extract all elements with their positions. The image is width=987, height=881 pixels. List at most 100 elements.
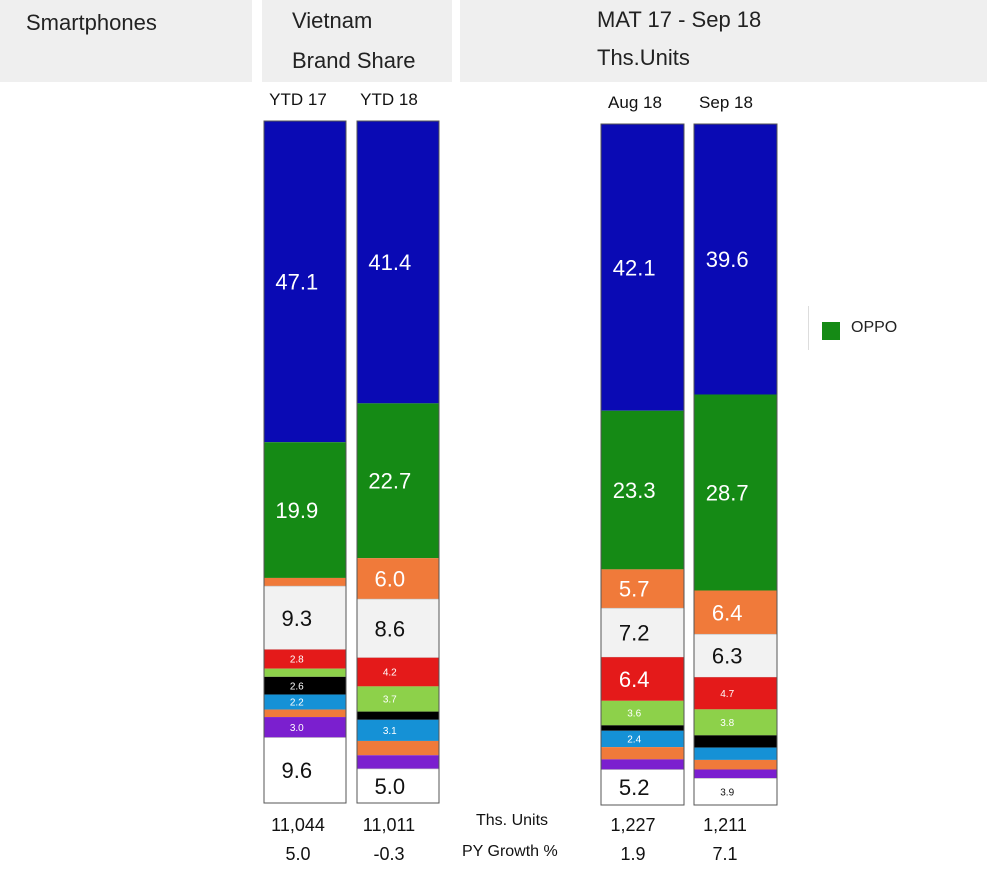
country-title: Vietnam xyxy=(292,8,373,33)
bar-segment-label: 6.0 xyxy=(375,567,406,592)
bar-segment xyxy=(264,442,346,578)
bar-segment xyxy=(264,709,346,718)
bar-segment xyxy=(357,558,439,600)
bar-segment xyxy=(694,677,777,710)
column-label: Aug 18 xyxy=(608,93,662,112)
bar-segment-label: 8.6 xyxy=(375,616,406,641)
bar-segment-label: 6.3 xyxy=(712,644,743,669)
bar-segment-label: 7.2 xyxy=(619,621,650,646)
bar-segment xyxy=(694,709,777,736)
bar-segment xyxy=(357,403,439,559)
bar-segment xyxy=(356,598,440,659)
bar-segment xyxy=(694,769,777,779)
units-value: 1,227 xyxy=(610,815,656,835)
bar-segment-label: 9.3 xyxy=(282,606,313,631)
bar-segment-label: 5.7 xyxy=(619,577,650,602)
column-label: Sep 18 xyxy=(699,93,753,112)
bar-segment-label: 28.7 xyxy=(706,480,749,505)
units-value: 1,211 xyxy=(703,815,747,835)
bar-segment-label: 2.4 xyxy=(627,735,641,746)
bar-segment xyxy=(264,668,346,677)
header-band-mid xyxy=(262,0,452,82)
bar-segment xyxy=(693,778,778,806)
bar-segment xyxy=(601,747,684,760)
bar-segment-label: 19.9 xyxy=(275,498,318,523)
units-value: 11,011 xyxy=(362,815,416,835)
growth-value: -0.3 xyxy=(373,844,405,864)
bar-segment xyxy=(601,725,684,731)
bar-segment-label: 42.1 xyxy=(613,255,656,280)
bar-segment xyxy=(601,759,684,770)
bar-segment xyxy=(601,657,684,701)
bar-segment xyxy=(264,577,346,587)
bar-segment-label: 5.0 xyxy=(375,774,406,799)
bar-segment-label: 9.6 xyxy=(282,758,313,783)
bar-segment-label: 3.0 xyxy=(290,723,304,734)
bar-segment xyxy=(601,410,684,570)
header-band-left xyxy=(0,0,252,82)
bar-segment xyxy=(694,735,777,748)
bar-segment xyxy=(694,759,777,770)
bar-segment-label: 3.9 xyxy=(720,787,734,798)
bar-segment xyxy=(600,769,685,806)
growth-value: 1.9 xyxy=(620,844,646,864)
header-band-right xyxy=(460,0,987,82)
legend xyxy=(808,306,987,350)
bar-segment xyxy=(357,121,439,404)
bar-segment xyxy=(357,711,439,720)
bar-outline xyxy=(693,123,778,806)
units-value: 11,044 xyxy=(271,815,325,835)
bar-segment-label: 3.1 xyxy=(383,726,397,737)
bar-segment-label: 23.3 xyxy=(613,478,656,503)
period-title: MAT 17 - Sep 18 xyxy=(597,7,762,32)
bar-segment xyxy=(264,121,346,443)
bar-outline xyxy=(356,120,440,804)
bar-segment xyxy=(694,747,777,760)
bar-segment xyxy=(357,719,439,741)
bar-segment xyxy=(357,755,439,769)
bar-segment xyxy=(694,124,777,395)
metric-title: Brand Share xyxy=(292,48,416,73)
bar-segment xyxy=(264,649,346,669)
category-title: Smartphones xyxy=(26,10,157,35)
bar-segment-label: 41.4 xyxy=(368,250,411,275)
bar-segment xyxy=(264,717,346,738)
bar-segment-label: 47.1 xyxy=(275,270,318,295)
bar-segment xyxy=(694,394,777,591)
bar-segment-label: 2.8 xyxy=(290,655,304,666)
bar-segment-label: 2.2 xyxy=(290,698,304,709)
bar-segment xyxy=(263,737,347,804)
units-title: Ths.Units xyxy=(597,45,690,70)
bar-segment xyxy=(263,585,347,650)
bar-segment-label: 6.4 xyxy=(619,667,650,692)
bar-segment-label: 4.2 xyxy=(383,668,397,679)
bar-segment xyxy=(264,676,346,695)
bar-segment-label: 39.6 xyxy=(706,247,749,272)
bar-segment-label: 3.8 xyxy=(720,718,734,729)
column-label: YTD 17 xyxy=(269,90,327,109)
bar-outline xyxy=(600,123,685,806)
bar-segment-label: 3.7 xyxy=(383,695,397,706)
growth-value: 7.1 xyxy=(712,844,738,864)
bar-segment xyxy=(601,569,684,609)
bar-segment xyxy=(694,590,777,635)
bar-segment xyxy=(264,694,346,710)
bar-segment-label: 2.6 xyxy=(290,681,304,692)
bar-segment-label: 22.7 xyxy=(368,469,411,494)
growth-value: 5.0 xyxy=(285,844,311,864)
bar-segment xyxy=(357,740,439,756)
bar-segment xyxy=(357,657,439,687)
bar-segment-label: 6.4 xyxy=(712,600,743,625)
bar-segment xyxy=(357,686,439,712)
bar-outline xyxy=(263,120,347,804)
growth-row-label: PY Growth % xyxy=(462,843,558,860)
bar-segment xyxy=(601,730,684,748)
legend-label: OPPO xyxy=(851,319,898,336)
bar-segment-label: 5.2 xyxy=(619,775,650,800)
bar-segment-label: 4.7 xyxy=(720,689,734,700)
units-row-label: Ths. Units xyxy=(476,812,549,829)
legend-swatch xyxy=(822,322,840,340)
bar-segment xyxy=(693,633,778,678)
bar-segment xyxy=(601,124,684,411)
